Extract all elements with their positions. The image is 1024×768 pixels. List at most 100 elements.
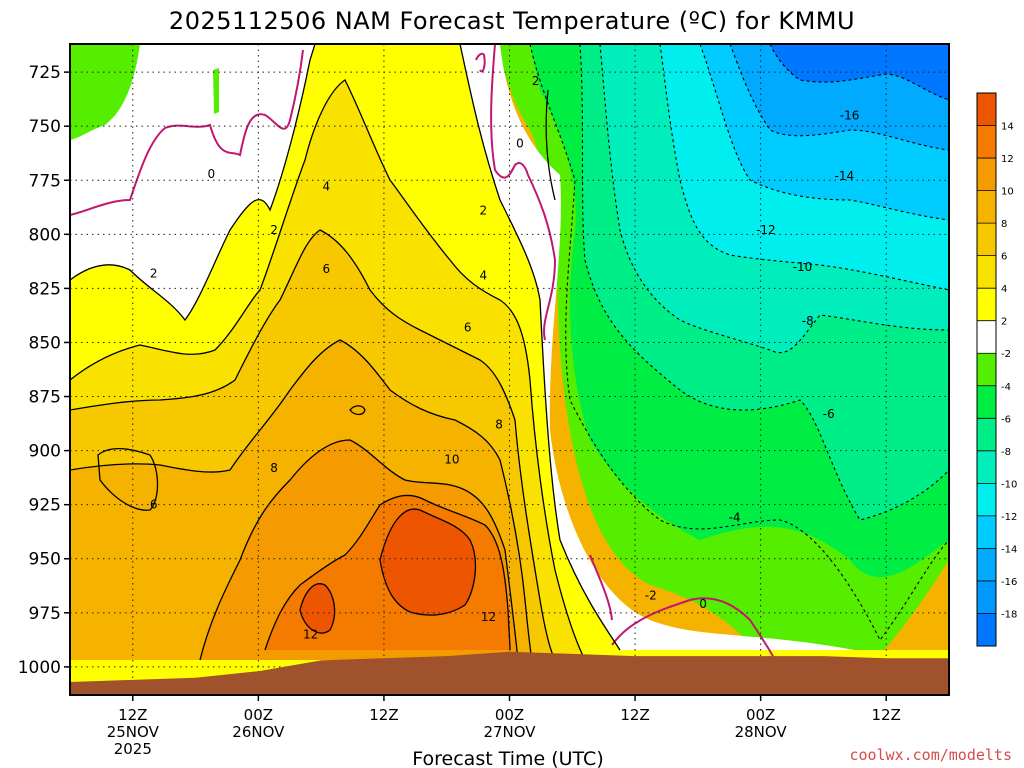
colorbar-swatch xyxy=(977,255,996,289)
colorbar-tick-label: -14 xyxy=(1001,544,1017,555)
y-tick-label: 850 xyxy=(29,333,61,353)
colorbar-swatch xyxy=(977,223,996,257)
colorbar-swatch xyxy=(977,418,996,452)
region-above-14 xyxy=(300,583,335,634)
y-tick-label: 925 xyxy=(29,496,61,516)
contour-label: 6 xyxy=(464,320,472,334)
x-tick-label: 25NOV xyxy=(107,723,160,741)
y-tick-label: 875 xyxy=(29,388,61,408)
colorbar-swatch xyxy=(977,125,996,159)
y-tick-label: 750 xyxy=(29,117,61,137)
contour-label: -2 xyxy=(645,589,657,603)
contour-label: -16 xyxy=(840,108,860,122)
region-below-minus16 xyxy=(770,44,949,100)
contour-labels: 2 0 -16 -14 -12 -10 -8 -6 -4 -2 0 0 4 2 2 2 6 4 6 8 10 8 6 12 12 xyxy=(150,74,860,642)
zero-isotherm xyxy=(70,49,304,216)
contour-label: -10 xyxy=(793,260,813,274)
x-axis-label: Forecast Time (UTC) xyxy=(412,748,603,768)
contour-label: 6 xyxy=(323,262,331,276)
x-tick-label: 00Z xyxy=(495,706,524,724)
colorbar-tick-label: -2 xyxy=(1001,349,1011,360)
contour-label: 8 xyxy=(270,461,278,475)
contour-label: -12 xyxy=(756,223,776,237)
x-tick-label: 12Z xyxy=(118,706,147,724)
x-tick-label: 00Z xyxy=(244,706,273,724)
colorbar-swatch xyxy=(977,353,996,387)
colorbar: 14 12 10 8 6 4 2 -2 -4 -6 -8 -10 -12 -14 -16 -18 xyxy=(976,92,1017,647)
credit-text: coolwx.com/modelts xyxy=(849,746,1012,764)
colorbar-swatch xyxy=(977,580,996,614)
x-tick-label: 27NOV xyxy=(483,723,536,741)
contour-label: 10 xyxy=(444,452,459,466)
colorbar-swatch xyxy=(977,385,996,419)
y-tick-label: 825 xyxy=(29,279,61,299)
contour-label: 2 xyxy=(270,223,278,237)
y-tick-label: 950 xyxy=(29,550,61,570)
colorbar-swatch xyxy=(977,93,996,127)
contour-label: 0 xyxy=(207,167,215,181)
region-green-patch xyxy=(70,44,140,140)
colorbar-swatch xyxy=(977,288,996,322)
contour-label: -8 xyxy=(802,314,814,328)
y-axis: 725 750 775 800 825 850 875 900 925 950 975 1000 xyxy=(18,63,70,678)
zero-isotherm xyxy=(589,554,613,621)
contour-label: 0 xyxy=(699,597,707,611)
colorbar-swatch xyxy=(977,515,996,549)
colorbar-tick-label: -10 xyxy=(1001,479,1017,490)
colorbar-frame xyxy=(976,92,997,647)
zero-isotherm xyxy=(611,597,776,661)
colorbar-tick-label: -6 xyxy=(1001,414,1011,425)
colorbar-tick-label: 8 xyxy=(1001,219,1007,230)
contour-label: 2 xyxy=(480,204,488,218)
y-tick-label: 775 xyxy=(29,171,61,191)
contour-label: 2 xyxy=(150,266,158,280)
ground-surface xyxy=(70,651,949,695)
contour-label: 6 xyxy=(150,498,158,512)
colorbar-swatch xyxy=(977,190,996,224)
contour-label: -4 xyxy=(728,511,740,525)
x-tick-label: 00Z xyxy=(746,706,775,724)
x-tick-label: 12Z xyxy=(620,706,649,724)
colorbar-swatch xyxy=(977,613,996,647)
y-tick-label: 800 xyxy=(29,225,61,245)
x-tick-label: 12Z xyxy=(872,706,901,724)
contour-label: -6 xyxy=(823,407,835,421)
region-green-patch xyxy=(213,68,219,114)
grid-lines xyxy=(70,44,949,695)
contour-label: 12 xyxy=(303,627,318,641)
y-tick-label: 1000 xyxy=(18,658,61,678)
colorbar-tick-label: 6 xyxy=(1001,252,1007,263)
contour-label: -14 xyxy=(835,169,855,183)
colorbar-tick-label: -12 xyxy=(1001,512,1017,523)
colorbar-tick-label: 10 xyxy=(1001,187,1014,198)
colorbar-swatch xyxy=(977,320,996,354)
colorbar-tick-label: -8 xyxy=(1001,447,1011,458)
warm-isotherms xyxy=(70,44,621,661)
y-tick-label: 975 xyxy=(29,604,61,624)
colorbar-swatch xyxy=(977,450,996,484)
contour-label: 4 xyxy=(323,180,331,194)
cold-isotherms xyxy=(529,44,949,642)
x-tick-label: 28NOV xyxy=(735,723,788,741)
contour-label: 4 xyxy=(480,268,488,282)
colorbar-tick-label: 2 xyxy=(1001,317,1007,328)
colorbar-tick-label: 12 xyxy=(1001,154,1014,165)
zero-isotherm xyxy=(490,44,557,341)
x-tick-label: 26NOV xyxy=(232,723,285,741)
colorbar-swatch xyxy=(977,483,996,517)
y-tick-label: 725 xyxy=(29,63,61,83)
chart-title: 2025112506 NAM Forecast Temperature (ºC)… xyxy=(169,7,855,35)
plot-area xyxy=(70,44,949,695)
contour-label: 12 xyxy=(481,610,496,624)
colorbar-swatch xyxy=(977,548,996,582)
colorbar-tick-label: -4 xyxy=(1001,382,1011,393)
contour-label: 8 xyxy=(495,418,503,432)
region-above-14 xyxy=(380,509,476,616)
contour-label: 0 xyxy=(516,136,524,150)
colorbar-tick-label: 4 xyxy=(1001,284,1007,295)
y-tick-label: 900 xyxy=(29,442,61,462)
colorbar-tick-label: -16 xyxy=(1001,577,1017,588)
x-tick-label: 2025 xyxy=(114,740,152,758)
